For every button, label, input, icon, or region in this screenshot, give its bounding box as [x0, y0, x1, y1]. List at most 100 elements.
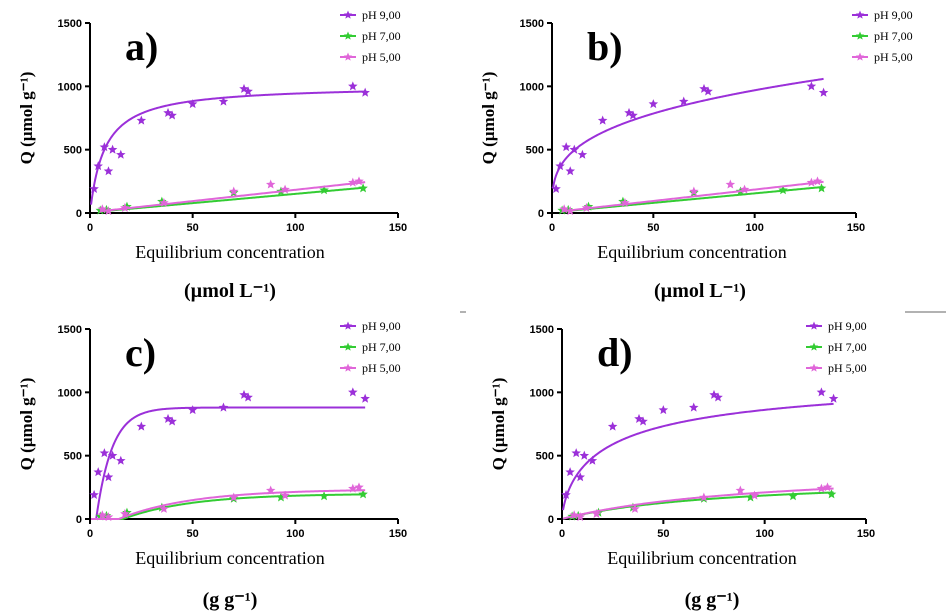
fit-curve-ph-7-00	[100, 186, 366, 213]
y-axis-label: Q (µmol g⁻¹)	[17, 378, 36, 471]
data-point	[618, 196, 628, 206]
data-point	[116, 455, 126, 465]
data-point	[280, 490, 290, 500]
data-point	[689, 186, 699, 196]
x-tick-label: 0	[87, 528, 93, 540]
data-point	[628, 110, 638, 120]
data-point	[624, 107, 634, 117]
x-tick-label: 100	[286, 528, 304, 540]
y-tick-label: 0	[548, 514, 554, 526]
y-tick-label: 1500	[58, 324, 82, 336]
data-point	[107, 450, 118, 460]
legend-swatch-marker	[343, 31, 353, 40]
data-point	[581, 202, 592, 212]
fit-curve-ph-9-00	[91, 406, 366, 520]
data-point	[93, 161, 103, 171]
data-point	[99, 142, 110, 152]
panel-label: c)	[125, 330, 156, 375]
data-point	[826, 489, 837, 499]
x-axis-unit: (µmol L⁻¹)	[184, 280, 276, 302]
y-tick-label: 500	[64, 145, 82, 157]
data-point	[565, 206, 575, 216]
data-point	[812, 176, 823, 186]
data-point	[348, 81, 358, 91]
data-point	[157, 502, 167, 512]
fit-curve-ph-9-00	[552, 77, 824, 189]
data-point	[569, 144, 580, 154]
data-point	[103, 472, 114, 482]
legend-swatch-marker	[343, 342, 353, 351]
legend-label: pH 9,00	[362, 319, 401, 333]
x-tick-label: 150	[847, 222, 865, 234]
data-point	[319, 185, 329, 195]
data-point	[360, 393, 370, 403]
panel-label: b)	[587, 24, 623, 69]
fit-curve-ph-9-00	[90, 90, 366, 205]
data-point	[97, 510, 108, 520]
data-point	[107, 144, 118, 154]
data-point	[579, 450, 590, 460]
data-point	[561, 142, 571, 152]
data-point	[818, 87, 829, 97]
x-tick-label: 0	[549, 222, 555, 234]
x-tick-label: 0	[87, 222, 93, 234]
y-tick-label: 1000	[520, 81, 544, 93]
data-point	[103, 166, 114, 176]
data-point	[358, 183, 368, 193]
legend-label: pH 7,00	[874, 29, 913, 43]
data-point	[103, 512, 114, 522]
data-point	[167, 110, 177, 120]
x-tick-label: 50	[647, 222, 659, 234]
data-point	[276, 492, 286, 502]
legend-label: pH 9,00	[828, 319, 867, 333]
data-point	[587, 455, 598, 465]
data-point	[360, 87, 370, 97]
data-point	[565, 166, 575, 176]
data-point	[89, 183, 99, 193]
legend-swatch-marker	[343, 363, 353, 372]
data-point	[89, 489, 99, 499]
legend-swatch-marker	[809, 363, 819, 372]
x-tick-label: 50	[657, 528, 669, 540]
legend-swatch-marker	[809, 342, 819, 351]
data-point	[735, 485, 746, 495]
data-point	[319, 491, 329, 501]
data-point	[559, 204, 569, 214]
data-point	[822, 482, 833, 492]
data-point	[159, 197, 169, 207]
data-point	[607, 421, 618, 431]
x-axis-unit: (g g⁻¹)	[685, 589, 740, 611]
fit-curve-ph-7-00	[91, 493, 366, 520]
data-point	[93, 467, 103, 477]
legend-swatch-marker	[855, 10, 865, 19]
data-point	[239, 83, 249, 93]
data-point	[816, 183, 827, 193]
panel-label: d)	[597, 330, 633, 375]
y-tick-label: 1000	[58, 387, 82, 399]
fit-curve-ph-5-00	[562, 487, 834, 520]
x-axis-label: Equilibrium concentration	[135, 548, 324, 568]
data-point	[703, 86, 713, 96]
x-axis-label: Equilibrium concentration	[607, 548, 796, 568]
data-point	[634, 413, 644, 423]
data-point	[122, 507, 132, 517]
data-point	[571, 448, 581, 458]
data-point	[218, 96, 229, 106]
data-point	[218, 402, 229, 412]
x-axis-label: Equilibrium concentration	[135, 242, 324, 262]
data-point	[136, 421, 147, 431]
x-tick-label: 100	[755, 528, 773, 540]
fit-curve-ph-5-00	[91, 489, 366, 520]
data-point	[575, 472, 585, 482]
data-point	[713, 392, 723, 402]
x-tick-label: 150	[389, 222, 407, 234]
data-point	[101, 204, 112, 214]
data-point	[99, 448, 110, 458]
x-tick-label: 100	[745, 222, 763, 234]
data-point	[828, 393, 839, 403]
y-tick-label: 1500	[520, 18, 544, 30]
data-point	[103, 206, 114, 216]
